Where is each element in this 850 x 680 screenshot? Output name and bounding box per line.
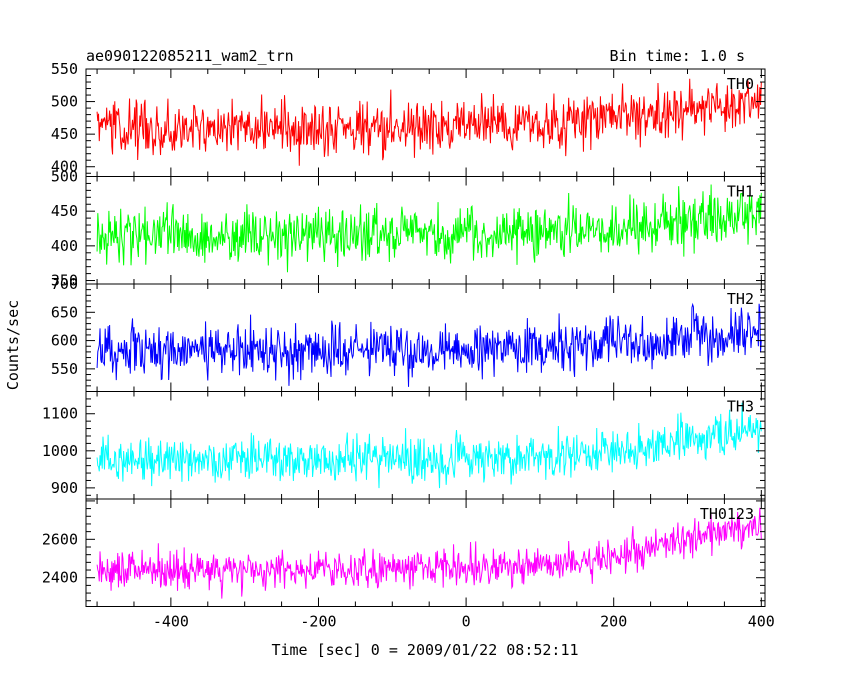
panel-th3: 900 1000 1100 TH3 [42,391,766,500]
series-line-th0123 [96,507,762,599]
panel-th0123: 2400 2600 TH0123 [42,498,766,607]
panel-th1: 350 400 450 500 TH1 [51,168,766,290]
y-tick-label: 2600 [42,530,78,548]
y-tick-label: 400 [51,237,78,255]
series-label-th3: TH3 [727,398,754,416]
panel-th0: 400 450 500 550 TH0 [51,60,766,177]
series-line-th1 [96,184,762,273]
series-label-th1: TH1 [727,183,754,201]
bin-time-label: Bin time: 1.0 s [610,47,745,65]
chart-title: ae090122085211_wam2_trn [86,47,294,65]
y-tick-label: 450 [51,125,78,143]
y-tick-label: 2400 [42,569,78,587]
y-tick-label: 900 [51,479,78,497]
x-axis-label: Time [sec] 0 = 2009/01/22 08:52:11 [271,641,578,659]
y-tick-label: 450 [51,202,78,220]
x-tick-label: -200 [300,613,336,631]
y-tick-label: 500 [51,168,78,186]
series-label-th0123: TH0123 [700,505,754,523]
x-tick-label: -400 [153,613,189,631]
y-tick-label: 700 [51,275,78,293]
y-tick-label: 500 [51,93,78,111]
y-tick-label: 1000 [42,442,78,460]
series-line-th2 [96,302,762,387]
panels-group: 400 450 500 550 TH0 350 400 450 500 TH1 550 600 650 7… [42,60,775,631]
series-label-th0: TH0 [727,75,754,93]
panel-frame [85,498,766,607]
y-tick-label: 650 [51,303,78,321]
y-tick-label: 350 [51,272,78,290]
y-tick-label: 600 [51,332,78,350]
y-axis-label: Counts/sec [4,300,22,390]
series-line-th0 [96,78,762,166]
y-tick-label: 400 [51,158,78,176]
panel-th2: 550 600 650 700 TH2 [51,275,766,392]
y-tick-label: 550 [51,60,78,78]
series-label-th2: TH2 [727,290,754,308]
series-line-th3 [96,402,762,489]
x-tick-label: 0 [462,613,471,631]
panel-frame [85,283,766,392]
y-tick-label: 550 [51,360,78,378]
y-tick-label: 1100 [42,405,78,423]
x-tick-label: 400 [748,613,775,631]
x-tick-label: 200 [600,613,627,631]
